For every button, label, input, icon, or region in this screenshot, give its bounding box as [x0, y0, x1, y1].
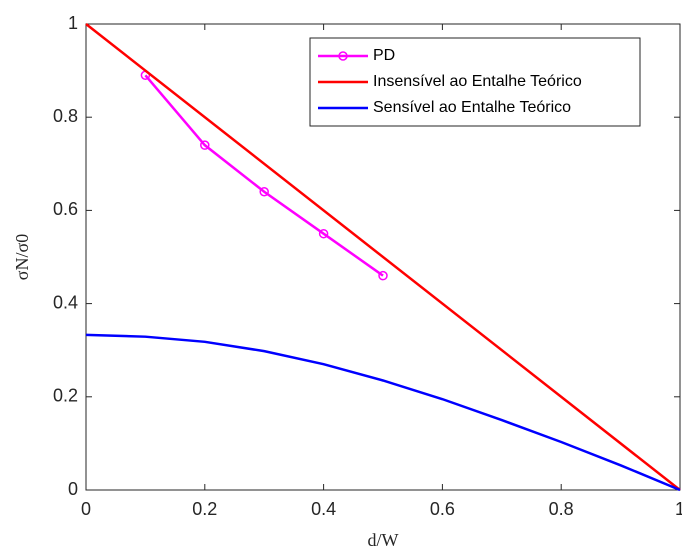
- x-tick-label: 0.8: [549, 499, 574, 519]
- x-tick-label: 1: [675, 499, 682, 519]
- data-point: [200, 140, 210, 150]
- series-line: [85, 333, 681, 492]
- legend: PD Insensível ao Entalhe Teórico Sensível …: [309, 37, 641, 127]
- x-tick-label: 0.2: [192, 499, 217, 519]
- x-tick-label: 0: [81, 499, 91, 519]
- series-line: [85, 23, 681, 491]
- x-tick-label: 0.4: [311, 499, 336, 519]
- data-point: [378, 270, 388, 281]
- y-tick-label: 1: [68, 13, 78, 33]
- y-tick-label: 0: [68, 479, 78, 499]
- series-line: [144, 74, 384, 277]
- legend-marker: [338, 51, 348, 61]
- x-axis-label: d/W: [368, 530, 399, 550]
- legend-label: Insensível ao Entalhe Teórico: [373, 73, 582, 90]
- data-point: [318, 228, 329, 239]
- x-tick-label: 0.6: [430, 499, 455, 519]
- y-tick-label: 0.2: [53, 386, 78, 406]
- legend-label: Sensível ao Entalhe Teórico: [373, 99, 571, 116]
- y-tick-label: 0.4: [53, 292, 78, 312]
- y-tick-label: 0.8: [53, 106, 78, 126]
- data-point: [259, 187, 269, 197]
- plot-frame: [85, 23, 681, 491]
- legend-label: PD: [373, 47, 395, 64]
- y-tick-label: 0.6: [53, 199, 78, 219]
- y-axis-label: σN/σ0: [12, 234, 32, 280]
